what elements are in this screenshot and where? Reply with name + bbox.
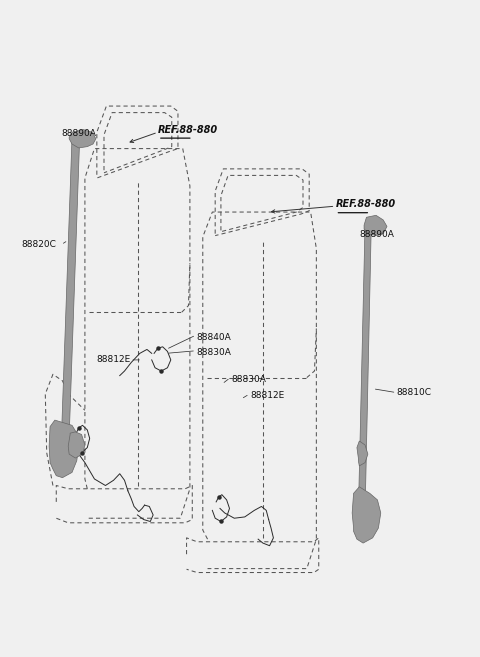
Text: 88812E: 88812E — [97, 355, 131, 365]
Polygon shape — [68, 432, 85, 458]
Polygon shape — [357, 441, 368, 466]
Polygon shape — [49, 420, 79, 478]
Polygon shape — [352, 487, 381, 543]
Text: 88830A: 88830A — [196, 348, 231, 357]
Text: 88830A: 88830A — [231, 375, 266, 384]
Text: 88890A: 88890A — [61, 129, 96, 138]
Text: 88840A: 88840A — [196, 332, 231, 342]
Text: REF.88-880: REF.88-880 — [336, 200, 396, 210]
Text: REF.88-880: REF.88-880 — [158, 125, 218, 135]
Text: 88812E: 88812E — [251, 392, 285, 400]
Polygon shape — [359, 225, 371, 515]
Text: 88810C: 88810C — [396, 388, 432, 397]
Polygon shape — [364, 215, 387, 236]
Text: 88820C: 88820C — [22, 240, 56, 249]
Text: 88890A: 88890A — [360, 231, 394, 239]
Polygon shape — [61, 137, 80, 437]
Polygon shape — [69, 129, 96, 148]
